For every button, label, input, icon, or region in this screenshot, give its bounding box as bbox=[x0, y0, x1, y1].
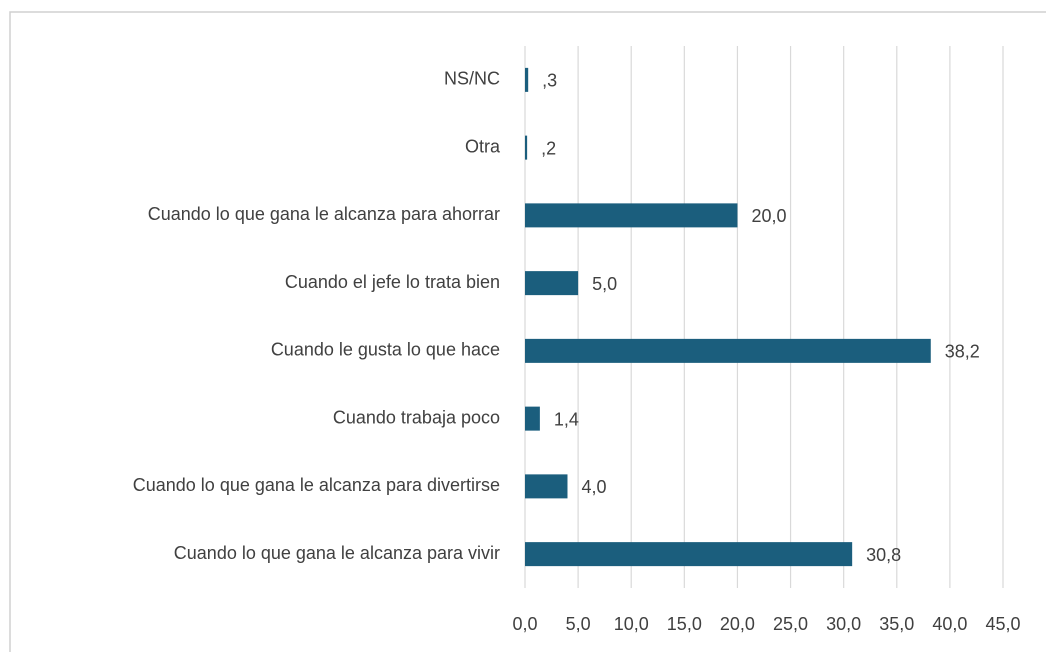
x-tick-label: 0,0 bbox=[512, 614, 537, 634]
value-label: 30,8 bbox=[866, 545, 901, 565]
bar bbox=[525, 67, 529, 92]
bar bbox=[525, 203, 738, 228]
x-tick-label: 20,0 bbox=[720, 614, 755, 634]
x-tick-label: 35,0 bbox=[879, 614, 914, 634]
x-tick-label: 5,0 bbox=[566, 614, 591, 634]
value-label: 38,2 bbox=[945, 342, 980, 362]
x-tick-label: 45,0 bbox=[985, 614, 1020, 634]
value-label: 20,0 bbox=[751, 206, 786, 226]
value-label: 1,4 bbox=[554, 409, 579, 429]
value-label: 5,0 bbox=[592, 274, 617, 294]
x-tick-label: 25,0 bbox=[773, 614, 808, 634]
bar bbox=[525, 474, 568, 499]
chart-frame bbox=[9, 11, 1046, 652]
bar bbox=[525, 271, 579, 296]
value-label: 4,0 bbox=[581, 477, 606, 497]
value-label: ,3 bbox=[542, 71, 557, 91]
bar bbox=[525, 542, 853, 567]
y-tick-label: Cuando lo que gana le alcanza para ahorr… bbox=[148, 204, 500, 224]
y-tick-label: Cuando el jefe lo trata bien bbox=[285, 272, 500, 292]
value-label: ,2 bbox=[541, 138, 556, 158]
bar bbox=[525, 135, 528, 160]
y-tick-label: Cuando le gusta lo que hace bbox=[271, 340, 500, 360]
x-tick-label: 10,0 bbox=[614, 614, 649, 634]
y-tick-label: Otra bbox=[465, 136, 501, 156]
y-tick-label: Cuando lo que gana le alcanza para diver… bbox=[133, 475, 500, 495]
bar bbox=[525, 338, 931, 363]
bar bbox=[525, 406, 540, 431]
x-tick-label: 40,0 bbox=[932, 614, 967, 634]
y-tick-label: NS/NC bbox=[444, 69, 500, 89]
x-tick-label: 30,0 bbox=[826, 614, 861, 634]
y-tick-label: Cuando trabaja poco bbox=[333, 407, 500, 427]
x-tick-label: 15,0 bbox=[667, 614, 702, 634]
y-tick-label: Cuando lo que gana le alcanza para vivir bbox=[174, 543, 500, 563]
